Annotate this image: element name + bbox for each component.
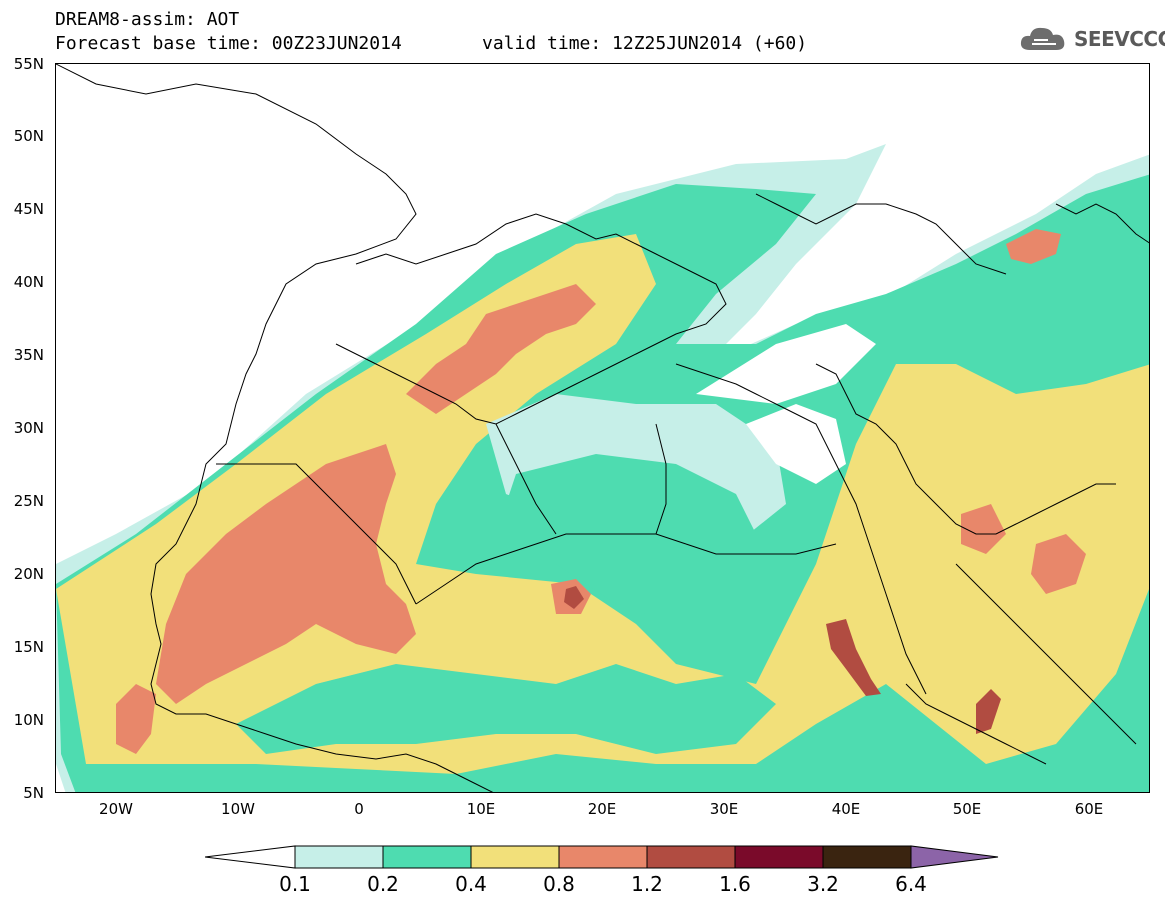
colorbar-label-0.8: 0.8 <box>543 872 575 896</box>
colorbar-box-1.2 <box>646 845 736 869</box>
aot-patch-algeria-core <box>564 586 584 609</box>
aot-patch-somalia <box>976 689 1001 734</box>
lat-label-10n: 10N <box>13 711 44 729</box>
aot-patch-west-sahara <box>156 444 416 704</box>
aot-patch-libya-mid <box>496 454 756 624</box>
seevccc-logo: SEEVCCC <box>1018 22 1165 56</box>
lon-label-20w: 20W <box>99 800 133 818</box>
lon-label-50e: 50E <box>952 800 982 818</box>
aot-patch-arabia-south <box>1031 534 1086 594</box>
aot-map <box>55 63 1150 793</box>
logo-text: SEEVCCC <box>1074 27 1165 51</box>
coastlines <box>56 64 1149 792</box>
aot-patch-senegal <box>116 684 156 754</box>
lon-label-10e: 10E <box>466 800 496 818</box>
lon-label-30e: 30E <box>709 800 739 818</box>
lat-label-40n: 40N <box>13 273 44 291</box>
colorbar-box-1.6 <box>734 845 824 869</box>
aot-patch-sahel-band <box>236 664 776 754</box>
aot-patch-black-sea <box>1006 229 1061 264</box>
lon-label-10w: 10W <box>221 800 255 818</box>
lat-label-25n: 25N <box>13 492 44 510</box>
lat-label-55n: 55N <box>13 55 44 73</box>
lat-label-45n: 45N <box>13 200 44 218</box>
colorbar-above-triangle <box>910 845 999 869</box>
colorbar-label-1.6: 1.6 <box>719 872 751 896</box>
colorbar-label-0.1: 0.1 <box>279 872 311 896</box>
lat-label-15n: 15N <box>13 638 44 656</box>
lon-label-60e: 60E <box>1074 800 1104 818</box>
colorbar-label-1.2: 1.2 <box>631 872 663 896</box>
aot-patch-arabia-east <box>961 504 1006 554</box>
colorbar-below-triangle <box>205 845 296 869</box>
aot-patch-algeria-north <box>406 284 596 414</box>
cloud-icon <box>1020 27 1065 50</box>
lon-label-20e: 20E <box>587 800 617 818</box>
map-title: DREAM8-assim: AOT <box>55 9 240 30</box>
lat-label-5n: 5N <box>23 784 44 802</box>
colorbar-label-6.4: 6.4 <box>895 872 927 896</box>
lat-label-30n: 30N <box>13 419 44 437</box>
aot-band-0.4 <box>56 234 1149 774</box>
colorbar-box-3.2 <box>822 845 912 869</box>
colorbar-box-0.4 <box>470 845 560 869</box>
lat-label-50n: 50N <box>13 127 44 145</box>
lon-label-0: 0 <box>354 800 364 818</box>
aot-colorbar <box>205 845 999 869</box>
aot-patch-egypt-white <box>746 404 846 484</box>
lat-label-35n: 35N <box>13 346 44 364</box>
aot-patch-mediterranean-white <box>696 324 876 404</box>
colorbar-box-0.8 <box>558 845 648 869</box>
aot-patch-red-sea <box>826 619 881 696</box>
colorbar-label-3.2: 3.2 <box>807 872 839 896</box>
colorbar-label-0.4: 0.4 <box>455 872 487 896</box>
lon-label-40e: 40E <box>831 800 861 818</box>
colorbar-box-0.1 <box>294 845 384 869</box>
colorbar-label-0.2: 0.2 <box>367 872 399 896</box>
forecast-base-time: Forecast base time: 00Z23JUN2014 <box>55 33 402 54</box>
valid-time: valid time: 12Z25JUN2014 (+60) <box>482 33 808 54</box>
colorbar-box-0.2 <box>382 845 472 869</box>
lat-label-20n: 20N <box>13 565 44 583</box>
